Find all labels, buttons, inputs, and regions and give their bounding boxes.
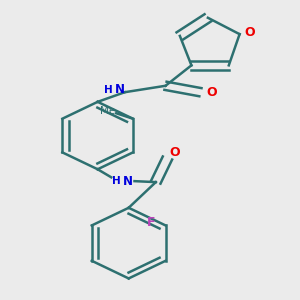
Text: O: O [206,86,217,99]
Text: N: N [123,175,133,188]
Text: H: H [104,85,113,94]
Text: N: N [115,83,125,96]
Text: H: H [112,176,121,186]
Text: Me: Me [100,106,115,116]
Text: O: O [244,26,255,39]
Text: F: F [147,216,155,229]
Text: O: O [169,146,180,159]
